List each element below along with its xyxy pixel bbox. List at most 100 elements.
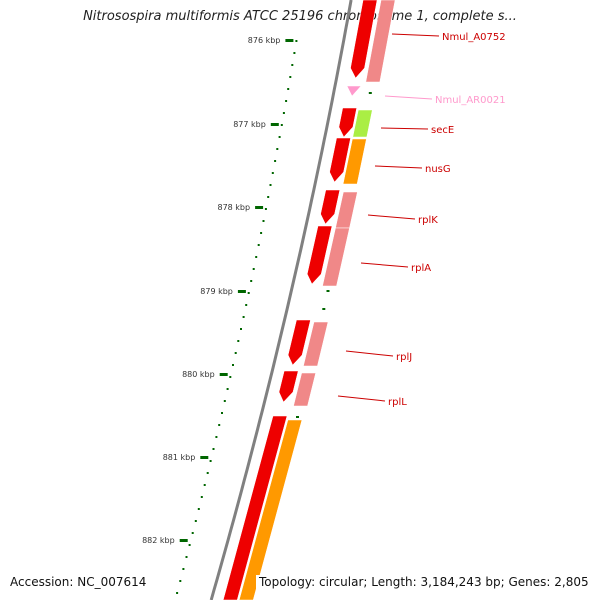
gene-feature [350, 0, 378, 79]
ruler-tick [179, 539, 188, 542]
ruler-dot [206, 472, 209, 474]
ruler-dot [226, 388, 229, 390]
ruler-tick [255, 206, 264, 209]
gene-label: rplL [388, 397, 407, 408]
gene-feature [287, 319, 311, 366]
backbone-line [209, 0, 353, 600]
gene-label-leader [374, 165, 423, 169]
gene-label: secE [431, 125, 454, 136]
ruler-dot [269, 184, 272, 186]
ruler-label: 876 kbp [248, 36, 281, 45]
ruler-dot [240, 328, 242, 330]
ruler-dot [212, 448, 215, 450]
outer-ruler-dot [326, 290, 330, 292]
ruler-dot [291, 64, 294, 66]
gene-label: Nmul_A0752 [442, 32, 506, 43]
gene-feature [335, 191, 358, 229]
ruler-dot [271, 172, 274, 174]
ruler-tick [237, 290, 246, 293]
gene-label-leader [391, 33, 440, 37]
ruler-tick [285, 39, 294, 42]
ruler-dot [278, 136, 281, 138]
gene-label-leader [380, 127, 429, 130]
ruler-dot [295, 40, 298, 42]
ruler-dot [262, 220, 265, 222]
ruler-dot [274, 160, 277, 162]
gene-feature [322, 227, 350, 287]
ruler-dot [209, 460, 212, 462]
gene-feature [222, 415, 288, 600]
ruler-dot [197, 508, 200, 510]
gene-feature [303, 321, 329, 367]
ruler-dot [188, 544, 191, 546]
ruler-dot [285, 100, 288, 102]
gene-label: rplJ [396, 352, 412, 363]
ruler-label: 881 kbp [163, 453, 196, 462]
gene-feature [352, 109, 373, 138]
ruler-dot [276, 148, 279, 150]
ruler-dot [182, 568, 185, 570]
gene-label-leader [345, 350, 394, 357]
gene-feature [342, 138, 367, 185]
ruler-label: 877 kbp [233, 120, 266, 129]
ruler-dot [179, 580, 182, 582]
gene-label: rplA [411, 263, 431, 274]
ruler-dot [242, 316, 245, 318]
ruler-label: 879 kbp [200, 287, 233, 296]
map-title: Nitrosospira multiformis ATCC 25196 chro… [83, 9, 517, 24]
gene-feature [329, 137, 351, 183]
ruler-dot [232, 364, 234, 366]
ruler-dot [245, 304, 248, 306]
genome-summary-text: Topology: circular; Length: 3,184,243 bp… [256, 575, 592, 589]
ruler-dot [215, 436, 218, 438]
ruler-tick [200, 456, 209, 459]
ruler-dot [203, 484, 206, 486]
ruler-dot [293, 52, 296, 54]
outer-ruler-dot [368, 92, 372, 94]
gene-label-leader [367, 214, 416, 220]
gene-feature [293, 372, 317, 407]
ruler-dot [200, 496, 203, 498]
ruler-tick [219, 373, 228, 376]
ruler-dot [287, 88, 290, 90]
accession-text: Accession: NC_007614 [8, 575, 149, 589]
outer-ruler-dot [322, 308, 326, 310]
gene-feature [365, 0, 396, 83]
ruler-dot [185, 556, 188, 558]
outer-ruler-dot [296, 416, 299, 418]
ruler-dot [267, 196, 270, 198]
gene-label: nusG [425, 164, 451, 175]
gene-label: rplK [418, 215, 438, 226]
backbone-layer [209, 0, 353, 600]
gene-label-leader [384, 95, 433, 100]
ruler-dot [218, 424, 221, 426]
ruler-dot [282, 112, 285, 114]
ruler-label: 882 kbp [142, 536, 175, 545]
ruler-dot [250, 280, 253, 282]
ruler-dot [264, 208, 267, 210]
ruler-dot [247, 292, 250, 294]
feature-layer [222, 0, 396, 600]
ruler-dot [221, 412, 223, 414]
ruler-dot [252, 268, 255, 270]
gene-label-leader [360, 262, 409, 268]
label-layer: Nmul_A0752 Nmul_AR0021 secE nusG rplK rplA rpl… [337, 32, 506, 408]
ruler-label: 880 kbp [182, 370, 215, 379]
ruler-dot [257, 244, 260, 246]
gene-feature [306, 225, 333, 285]
gene-feature [338, 107, 358, 138]
ruler-dot [229, 376, 232, 378]
ruler-dot [289, 76, 292, 78]
ruler-dot [255, 256, 258, 258]
ruler-dot [191, 532, 194, 534]
gene-feature [346, 85, 362, 97]
ruler-dot [260, 232, 263, 234]
ruler-label: 878 kbp [217, 203, 250, 212]
gene-label-leader [337, 395, 386, 402]
ruler-dot [223, 400, 226, 402]
ruler-dot [237, 340, 240, 342]
gene-feature [238, 419, 303, 600]
ruler-dot [280, 124, 283, 126]
ruler-dot [176, 592, 179, 594]
